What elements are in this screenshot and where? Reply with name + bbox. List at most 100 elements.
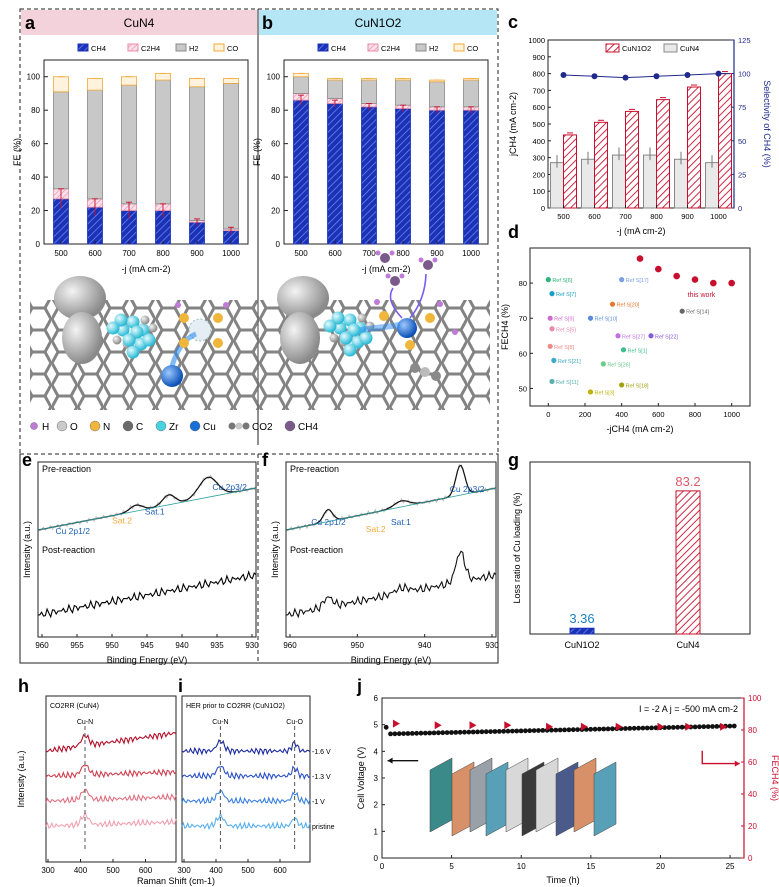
ref-label: Ref S[5] bbox=[556, 327, 576, 333]
voltage-point bbox=[727, 723, 733, 729]
x-tick-label: 900 bbox=[190, 249, 204, 258]
x-tick-label: 930 bbox=[245, 641, 259, 650]
legend-label-h2: H2 bbox=[429, 44, 439, 53]
jch4-chart: 0 100 200 300 400 500 600 700 800 900 1000 0 25 50 75 1… bbox=[508, 36, 772, 236]
voltage-point bbox=[592, 726, 598, 732]
zr-atom bbox=[347, 323, 361, 337]
bar-ch4-600 bbox=[327, 103, 343, 245]
legend-swatch-c2h4 bbox=[127, 43, 139, 52]
legend-label-ch4: CH4 bbox=[331, 44, 346, 53]
y2-axis-label: FECH4 (%) bbox=[770, 755, 779, 801]
legend-o-icon bbox=[56, 420, 68, 432]
legend-cu-icon bbox=[189, 420, 201, 432]
legend-swatch-cun1o2 bbox=[605, 43, 620, 53]
plot-frame bbox=[529, 461, 751, 635]
y2-tick-label: 0 bbox=[748, 854, 753, 863]
y-tick-label: 500 bbox=[532, 120, 545, 129]
peak-label: Cu 2p3/2 bbox=[450, 484, 485, 494]
this-work-point bbox=[636, 255, 644, 262]
y-axis-label: Loss ratio of Cu loading (%) bbox=[512, 492, 522, 603]
x-tick-label: 1000 bbox=[710, 212, 727, 221]
x-tick-label: 950 bbox=[351, 641, 365, 650]
scheme-legend-label: CO2 bbox=[252, 422, 273, 433]
voltage-point bbox=[666, 725, 672, 730]
bar-co-600 bbox=[87, 78, 103, 91]
x-tick-label: 0 bbox=[380, 862, 385, 871]
voltage-point bbox=[457, 729, 463, 735]
raman-spectrum bbox=[45, 788, 177, 804]
zr-cluster-right bbox=[323, 311, 375, 357]
x-tick-label: 900 bbox=[430, 249, 444, 258]
x-tick-label: 500 bbox=[294, 249, 308, 258]
y2-axis-label: Selectivity of CH4 (%) bbox=[762, 80, 772, 168]
y-tick-label: 1 bbox=[374, 827, 379, 836]
electrolyzer-plate bbox=[485, 761, 509, 837]
ref-point bbox=[547, 315, 553, 321]
x-tick-label: 1000 bbox=[462, 249, 480, 258]
voltage-point bbox=[653, 725, 659, 731]
bar-cun4-500 bbox=[550, 162, 564, 209]
xps-cun4: 960 955 950 945 940 935 930 Binding Energy (eV)… bbox=[22, 461, 259, 665]
this-work-point bbox=[691, 276, 699, 283]
y-tick-label: 70 bbox=[519, 314, 527, 323]
x-tick-label: 600 bbox=[139, 866, 153, 875]
bar-co-900 bbox=[189, 78, 205, 88]
zr-atom bbox=[114, 313, 128, 327]
voltage-point bbox=[575, 727, 581, 732]
voltage-point bbox=[557, 727, 563, 733]
voltage-point bbox=[509, 728, 515, 734]
y-tick-label: 800 bbox=[532, 70, 545, 79]
x-axis-label: -jCH4 (mA cm-2) bbox=[607, 424, 674, 434]
x-tick-label: 5 bbox=[449, 862, 454, 871]
voltage-point bbox=[496, 729, 502, 734]
panel-h-letter: h bbox=[18, 676, 29, 696]
x-tick-label: 960 bbox=[35, 641, 49, 650]
legend-label-c2h4: C2H4 bbox=[381, 44, 400, 53]
this-work-point bbox=[728, 279, 735, 287]
y2-tick-label: 125 bbox=[738, 36, 751, 45]
voltage-point bbox=[523, 728, 528, 734]
fe-point bbox=[657, 722, 665, 731]
electrolyzer-plate bbox=[429, 757, 453, 833]
plot-frame bbox=[43, 59, 249, 245]
o-atom bbox=[112, 335, 122, 345]
zr-atom bbox=[142, 333, 156, 347]
zr-atom bbox=[126, 315, 140, 329]
ref-point bbox=[549, 326, 555, 332]
legend-swatch-ch4 bbox=[77, 43, 89, 52]
raman-spectrum bbox=[45, 764, 177, 780]
voltage-point bbox=[418, 730, 424, 736]
y2-tick-label: 20 bbox=[748, 822, 757, 831]
arrow-fe bbox=[701, 750, 740, 765]
y-tick-label: 200 bbox=[532, 170, 545, 179]
zr-atom bbox=[333, 321, 347, 335]
plot-frame bbox=[283, 59, 489, 245]
voltage-point bbox=[627, 726, 633, 731]
o-atom bbox=[357, 313, 367, 323]
ref-point bbox=[620, 347, 627, 353]
voltage-point bbox=[644, 725, 650, 731]
bar-h2-700 bbox=[361, 79, 377, 104]
panel-j-letter: j bbox=[356, 676, 362, 696]
y-tick-label: 3 bbox=[374, 774, 379, 783]
x-tick-label: 15 bbox=[586, 862, 595, 871]
y-tick-label: 20 bbox=[271, 207, 280, 216]
voltage-point bbox=[396, 731, 402, 737]
fe-point bbox=[469, 721, 477, 730]
fe-chart-cun1o2: CH4 C2H4 H2 CO 0 20 40 60 80 100 FE (%) 500 600 700 80… bbox=[252, 43, 489, 274]
x-tick-label: 800 bbox=[396, 249, 410, 258]
voltage-point bbox=[427, 730, 433, 736]
legend-label-co: CO bbox=[467, 44, 478, 53]
voltage-point bbox=[488, 729, 493, 734]
x-tick-label: 940 bbox=[418, 641, 432, 650]
raman-spectrum bbox=[45, 810, 177, 830]
bar-cun4-900 bbox=[674, 158, 688, 209]
fe-point bbox=[392, 719, 400, 728]
ref-label: Ref S[20] bbox=[617, 303, 640, 309]
voltage-point bbox=[449, 730, 454, 735]
bar-cun1o2-600 bbox=[594, 121, 608, 209]
xps-cun1o2: 960 950 940 930 Binding Energy (eV) Intensity… bbox=[270, 461, 499, 665]
x-tick-label: 10 bbox=[517, 862, 526, 871]
cu-atom-right bbox=[397, 318, 417, 338]
